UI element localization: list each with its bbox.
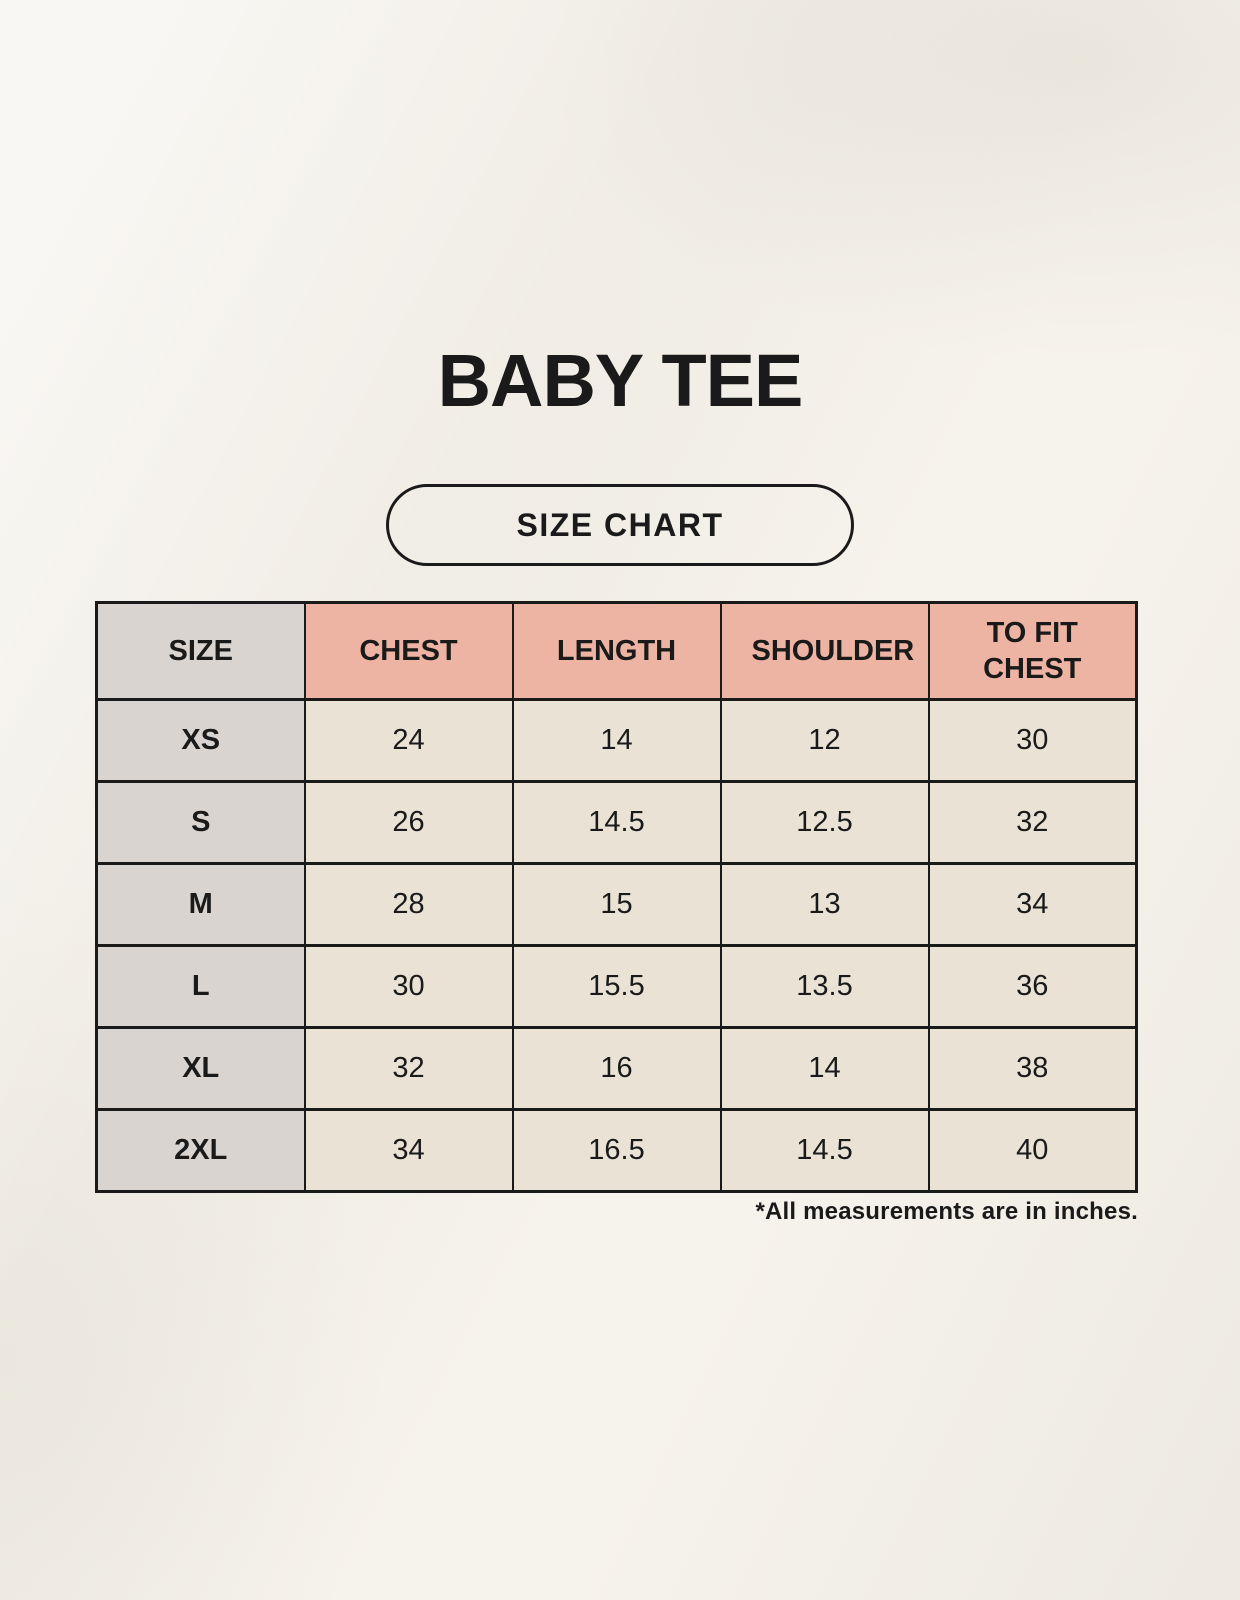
table-row-xs: XS 24 14 12 30	[95, 698, 1138, 783]
cell-2xl-length: 16.5	[511, 1108, 722, 1193]
size-chart-badge: SIZE CHART	[386, 484, 854, 566]
table-row-xl: XL 32 16 14 38	[95, 1026, 1138, 1111]
table-row-2xl: 2XL 34 16.5 14.5 40	[95, 1108, 1138, 1193]
measurement-units-note: *All measurements are in inches.	[755, 1198, 1138, 1225]
column-header-size: SIZE	[95, 601, 306, 701]
row-label-m: M	[95, 862, 306, 947]
cell-l-chest: 30	[303, 944, 514, 1029]
cell-l-to-fit-chest: 36	[927, 944, 1138, 1029]
cell-l-shoulder: 13.5	[719, 944, 930, 1029]
cell-xs-to-fit-chest: 30	[927, 698, 1138, 783]
column-header-chest: CHEST	[303, 601, 514, 701]
table-row-l: L 30 15.5 13.5 36	[95, 944, 1138, 1029]
row-label-2xl: 2XL	[95, 1108, 306, 1193]
cell-m-chest: 28	[303, 862, 514, 947]
cell-s-chest: 26	[303, 780, 514, 865]
cell-xl-length: 16	[511, 1026, 722, 1111]
cell-2xl-shoulder: 14.5	[719, 1108, 930, 1193]
cell-2xl-to-fit-chest: 40	[927, 1108, 1138, 1193]
cell-xl-chest: 32	[303, 1026, 514, 1111]
cell-m-length: 15	[511, 862, 722, 947]
size-chart-table: SIZE CHEST LENGTH SHOULDER TO FIT CHEST …	[95, 601, 1138, 1193]
cell-s-length: 14.5	[511, 780, 722, 865]
cell-xl-shoulder: 14	[719, 1026, 930, 1111]
row-label-xl: XL	[95, 1026, 306, 1111]
cell-m-to-fit-chest: 34	[927, 862, 1138, 947]
cell-xl-to-fit-chest: 38	[927, 1026, 1138, 1111]
column-header-to-fit-chest: TO FIT CHEST	[927, 601, 1138, 701]
row-label-l: L	[95, 944, 306, 1029]
cell-xs-shoulder: 12	[719, 698, 930, 783]
cell-xs-chest: 24	[303, 698, 514, 783]
cell-xs-length: 14	[511, 698, 722, 783]
column-header-shoulder: SHOULDER	[719, 601, 930, 701]
cell-l-length: 15.5	[511, 944, 722, 1029]
cell-2xl-chest: 34	[303, 1108, 514, 1193]
cell-m-shoulder: 13	[719, 862, 930, 947]
cell-s-shoulder: 12.5	[719, 780, 930, 865]
page-title: BABY TEE	[437, 339, 804, 422]
column-header-length: LENGTH	[511, 601, 722, 701]
table-row-m: M 28 15 13 34	[95, 862, 1138, 947]
row-label-s: S	[95, 780, 306, 865]
row-label-xs: XS	[95, 698, 306, 783]
table-header-row: SIZE CHEST LENGTH SHOULDER TO FIT CHEST	[95, 601, 1138, 701]
size-chart-badge-label: SIZE CHART	[516, 506, 724, 543]
table-row-s: S 26 14.5 12.5 32	[95, 780, 1138, 865]
cell-s-to-fit-chest: 32	[927, 780, 1138, 865]
